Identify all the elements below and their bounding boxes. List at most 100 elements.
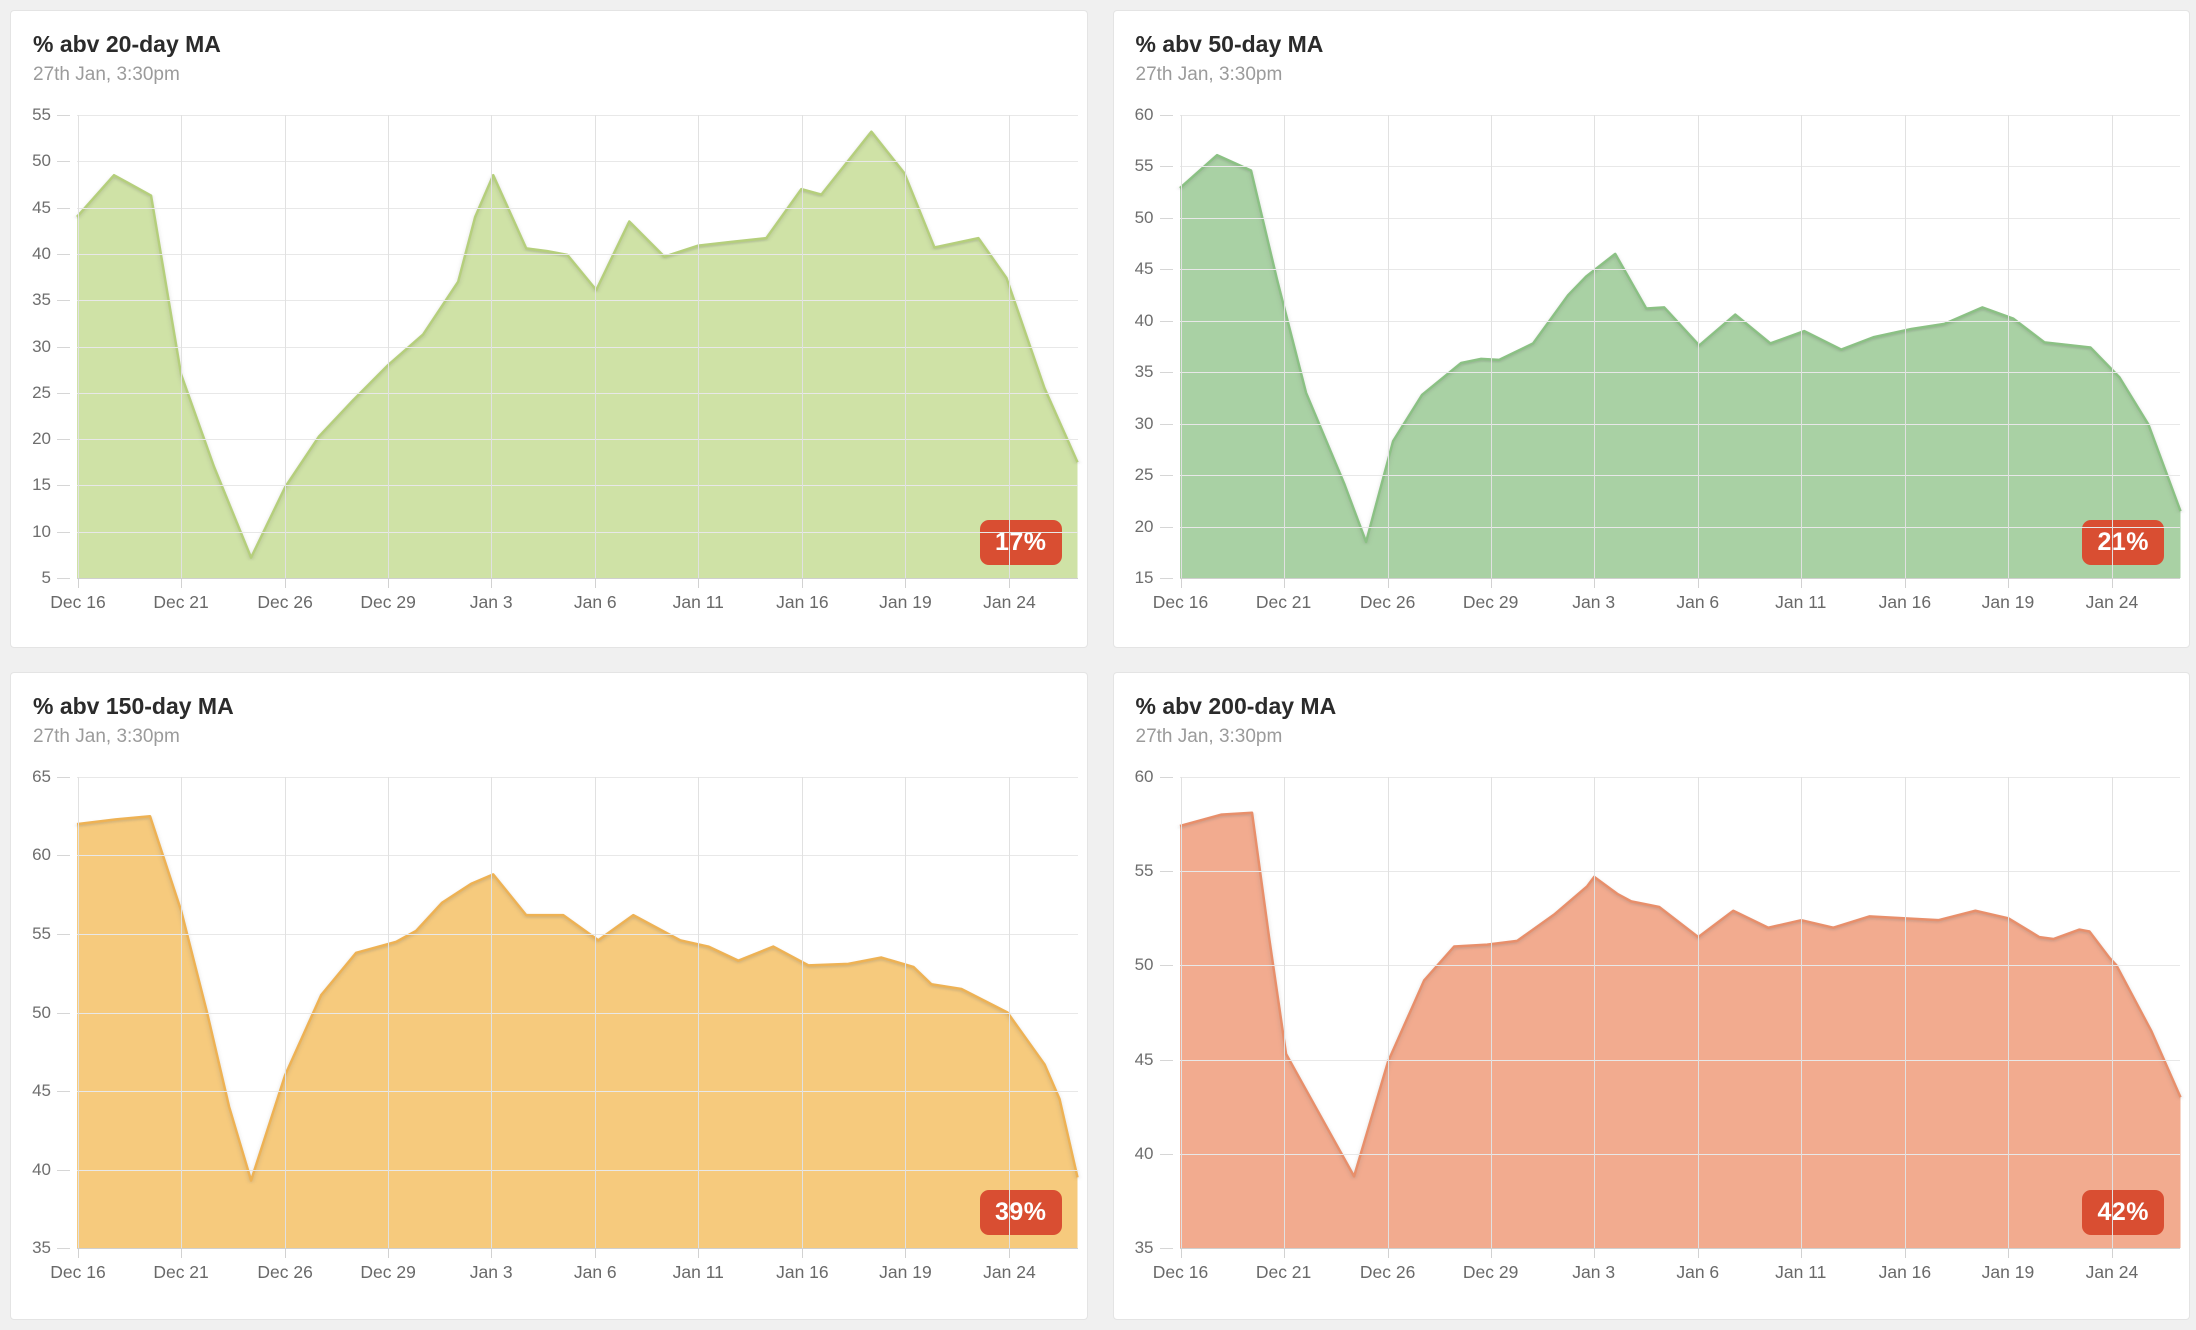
v-gridline xyxy=(491,115,493,578)
chart-card-150day-ma: % abv 150-day MA 27th Jan, 3:30pm 39% 65… xyxy=(10,672,1088,1320)
h-gridline xyxy=(77,855,1078,857)
v-gridline xyxy=(595,115,597,578)
x-axis-label: Jan 16 xyxy=(1878,592,1932,612)
v-gridline xyxy=(1180,777,1182,1248)
v-gridline xyxy=(1697,777,1699,1248)
y-tick-mark xyxy=(1159,965,1173,967)
area-series-4 xyxy=(1180,777,2181,1248)
x-axis-label: Jan 19 xyxy=(1981,1262,2035,1282)
h-gridline xyxy=(1179,1153,2180,1155)
x-tick-mark xyxy=(1697,1249,1699,1258)
v-gridline xyxy=(2007,115,2009,578)
v-gridline xyxy=(491,777,493,1248)
x-axis-label: Dec 16 xyxy=(1152,1262,1209,1282)
x-axis-label: Jan 16 xyxy=(776,592,829,612)
v-gridline xyxy=(2111,777,2113,1248)
x-axis-label: Jan 11 xyxy=(672,1262,724,1282)
status-badge: 17% xyxy=(979,520,1062,565)
x-axis-label: Dec 29 xyxy=(360,1262,416,1282)
x-axis-label: Jan 24 xyxy=(983,592,1036,612)
y-axis-label: 60 xyxy=(1134,105,1154,124)
x-tick-mark xyxy=(491,579,493,588)
v-gridline xyxy=(78,115,79,578)
x-axis-label: Jan 19 xyxy=(1981,592,2035,612)
chart-plot-area[interactable]: 21% 60 55 50 45 40 35 30 25 20 15 xyxy=(1135,105,2181,587)
v-gridline xyxy=(698,777,700,1248)
x-tick-mark xyxy=(2111,579,2113,588)
y-tick-mark xyxy=(1159,423,1173,425)
x-axis-label: Jan 3 xyxy=(1572,592,1616,612)
v-gridline xyxy=(2111,115,2113,578)
x-axis-label: Dec 21 xyxy=(153,592,209,612)
x-axis-label: Dec 21 xyxy=(153,1262,209,1282)
h-gridline xyxy=(77,1090,1078,1092)
x-tick-mark xyxy=(1180,1249,1182,1258)
x-tick-mark xyxy=(181,1249,183,1258)
y-axis-label: 60 xyxy=(1134,767,1154,786)
status-badge: 39% xyxy=(979,1190,1062,1235)
x-tick-mark xyxy=(1387,579,1389,588)
x-axis-label: Jan 3 xyxy=(469,592,513,612)
h-gridline xyxy=(1179,526,2180,528)
dashboard-grid: % abv 20-day MA 27th Jan, 3:30pm 17% 55 5… xyxy=(10,10,2190,1320)
h-gridline xyxy=(77,207,1078,209)
y-axis-label: 30 xyxy=(32,336,51,356)
y-axis-label: 50 xyxy=(32,151,51,171)
chart-timestamp: 27th Jan, 3:30pm xyxy=(33,64,180,85)
area-series-1 xyxy=(77,115,1078,578)
x-tick-mark xyxy=(802,1249,804,1258)
y-tick-mark xyxy=(57,531,70,533)
y-tick-mark xyxy=(57,392,70,394)
v-gridline xyxy=(595,777,597,1248)
x-tick-mark xyxy=(1009,1249,1011,1258)
y-tick-mark xyxy=(57,1012,70,1014)
y-axis-label: 35 xyxy=(1134,362,1154,382)
area-series-3 xyxy=(77,777,1078,1248)
chart-title: % abv 50-day MA xyxy=(1135,31,1324,57)
h-gridline xyxy=(77,300,1078,302)
y-axis-label: 60 xyxy=(32,845,51,865)
chart-plot-area[interactable]: 17% 55 50 45 40 35 30 25 20 15 10 5 xyxy=(32,105,1078,587)
h-gridline xyxy=(77,777,1078,778)
h-gridline xyxy=(77,933,1078,935)
y-axis-label: 35 xyxy=(32,1238,51,1257)
h-gridline xyxy=(1179,166,2180,168)
v-gridline xyxy=(1697,115,1699,578)
x-axis-label: Dec 29 xyxy=(360,592,416,612)
v-gridline xyxy=(1283,777,1285,1248)
y-axis-label: 35 xyxy=(32,290,51,310)
y-tick-mark xyxy=(1159,1153,1173,1155)
h-gridline xyxy=(77,392,1078,394)
x-tick-mark xyxy=(905,1249,907,1258)
v-gridline xyxy=(1180,115,1182,578)
chart-plot-area[interactable]: 42% 60 55 50 45 40 35 xyxy=(1135,767,2181,1257)
v-gridline xyxy=(1009,777,1011,1248)
chart-timestamp: 27th Jan, 3:30pm xyxy=(1135,726,1283,747)
x-axis-label: Dec 26 xyxy=(1359,1262,1416,1282)
y-tick-mark xyxy=(57,253,70,255)
v-gridline xyxy=(1387,115,1389,578)
x-tick-mark xyxy=(595,1249,597,1258)
y-tick-mark xyxy=(1159,115,1173,116)
y-tick-mark xyxy=(57,300,70,302)
y-tick-mark xyxy=(1159,320,1173,322)
y-tick-mark xyxy=(57,1248,70,1249)
v-gridline xyxy=(1490,115,1492,578)
y-axis-label: 50 xyxy=(32,1002,51,1022)
v-gridline xyxy=(1387,777,1389,1248)
x-tick-mark xyxy=(78,1249,79,1258)
x-axis-label: Dec 16 xyxy=(50,1262,106,1282)
x-tick-mark xyxy=(1490,1249,1492,1258)
chart-timestamp: 27th Jan, 3:30pm xyxy=(33,726,180,747)
v-gridline xyxy=(388,115,390,578)
y-tick-mark xyxy=(57,777,70,778)
v-gridline xyxy=(181,777,183,1248)
h-gridline xyxy=(77,115,1078,116)
x-tick-mark xyxy=(181,579,183,588)
chart-plot-area[interactable]: 39% 65 60 55 50 45 40 35 xyxy=(32,767,1078,1257)
x-axis: Dec 16 Dec 21 Dec 26 Dec 29 Jan 3 Jan 6 Jan 11… xyxy=(50,1249,1078,1293)
v-gridline xyxy=(1800,115,1802,578)
x-axis-label: Dec 26 xyxy=(257,592,313,612)
y-axis-label: 65 xyxy=(32,767,51,786)
x-tick-mark xyxy=(905,579,907,588)
